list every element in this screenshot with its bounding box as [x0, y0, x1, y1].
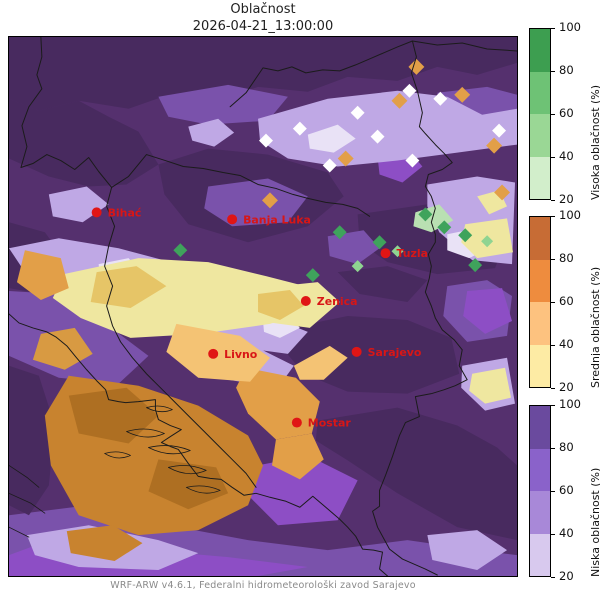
colorbar-tick-mark [551, 259, 555, 260]
footer-credit: WRF-ARW v4.6.1, Federalni hidrometeorolo… [110, 580, 416, 591]
city-dot [351, 346, 362, 357]
colorbar-segment [530, 448, 550, 491]
colorbar-srednja: Srednja oblačnost (%) 100 80 60 40 20 [529, 209, 600, 393]
cloud-shading [9, 37, 517, 576]
colorbar-segment [530, 217, 550, 260]
city-dot [291, 417, 302, 428]
colorbar-tick-mark [551, 216, 555, 217]
colorbar-srednja-bar [529, 216, 551, 388]
city-label: Banja Luka [243, 213, 311, 226]
colorbar-tick-label: 40 [559, 149, 574, 163]
colorbar-tick-mark [551, 114, 555, 115]
colorbar-visoka: Visoka oblačnost (%) 100 80 60 40 20 [529, 21, 600, 205]
colorbar-tick-label: 100 [559, 20, 581, 34]
colorbar-tick-label: 20 [559, 192, 574, 206]
city-label: Zenica [317, 295, 358, 308]
city-label: Tuzla [396, 247, 428, 260]
colorbar-tick-mark [551, 200, 555, 201]
colorbar-segment [530, 533, 550, 576]
colorbar-tick-mark [551, 534, 555, 535]
colorbar-tick-label: 100 [559, 208, 581, 222]
colorbar-tick-label: 20 [559, 569, 574, 583]
colorbar-tick-label: 100 [559, 397, 581, 411]
city-label: Livno [224, 348, 258, 361]
colorbar-tick-label: 20 [559, 380, 574, 394]
colorbar-tick-label: 80 [559, 440, 574, 454]
islands [9, 405, 221, 538]
colorbar-segment [530, 156, 550, 199]
title-line-1: Oblačnost [230, 2, 296, 17]
colorbar-visoka-bar [529, 28, 551, 200]
colorbar-tick-mark [551, 71, 555, 72]
colorbar-tick-mark [551, 448, 555, 449]
city-dot [380, 248, 391, 259]
city-label: Sarajevo [368, 346, 422, 359]
colorbar-tick-label: 40 [559, 337, 574, 351]
city-label: Mostar [308, 417, 352, 430]
country-borders [9, 37, 517, 576]
colorbar-tick-label: 60 [559, 483, 574, 497]
colorbar-tick-mark [551, 345, 555, 346]
city-dot [91, 207, 102, 218]
city-dot [300, 296, 311, 307]
colorbar-tick-label: 60 [559, 294, 574, 308]
colorbar-niska-bar [529, 405, 551, 577]
colorbar-segment [530, 344, 550, 387]
colorbar-segment [530, 71, 550, 114]
colorbar-segment [530, 29, 550, 72]
colorbar-tick-mark [551, 405, 555, 406]
colorbar-tick-label: 60 [559, 106, 574, 120]
colorbar-visoka-label: Visoka oblačnost (%) [589, 84, 600, 200]
colorbar-tick-label: 40 [559, 526, 574, 540]
page-title: Oblačnost 2026-04-21_13:00:00 [8, 2, 518, 35]
title-line-2: 2026-04-21_13:00:00 [192, 18, 334, 34]
colorbar-tick-mark [551, 388, 555, 389]
colorbar-niska: Niska oblačnost (%) 100 80 60 40 20 [529, 398, 600, 582]
colorbar-tick-mark [551, 491, 555, 492]
city-dot [208, 348, 219, 359]
colorbar-srednja-label: Srednja oblačnost (%) [589, 266, 600, 388]
colorbar-segment [530, 259, 550, 302]
colorbar-tick-mark [551, 28, 555, 29]
colorbar-tick-mark [551, 157, 555, 158]
colorbar-segment [530, 114, 550, 157]
colorbar-segment [530, 406, 550, 449]
map-panel: Bihać Banja Luka Tuzla Zenica Livno Sarajevo M… [8, 36, 518, 577]
city-label: Bihać [108, 206, 142, 219]
city-dot [227, 214, 238, 225]
colorbar-segment [530, 302, 550, 345]
colorbar-tick-label: 80 [559, 251, 574, 265]
colorbar-tick-label: 80 [559, 63, 574, 77]
colorbar-segment [530, 491, 550, 534]
colorbar-niska-label: Niska oblačnost (%) [589, 467, 600, 577]
city-markers: Bihać Banja Luka Tuzla Zenica Livno Sarajevo M… [91, 206, 428, 430]
weather-map: Bihać Banja Luka Tuzla Zenica Livno Sarajevo M… [9, 37, 517, 576]
colorbar-tick-mark [551, 577, 555, 578]
colorbar-tick-mark [551, 302, 555, 303]
